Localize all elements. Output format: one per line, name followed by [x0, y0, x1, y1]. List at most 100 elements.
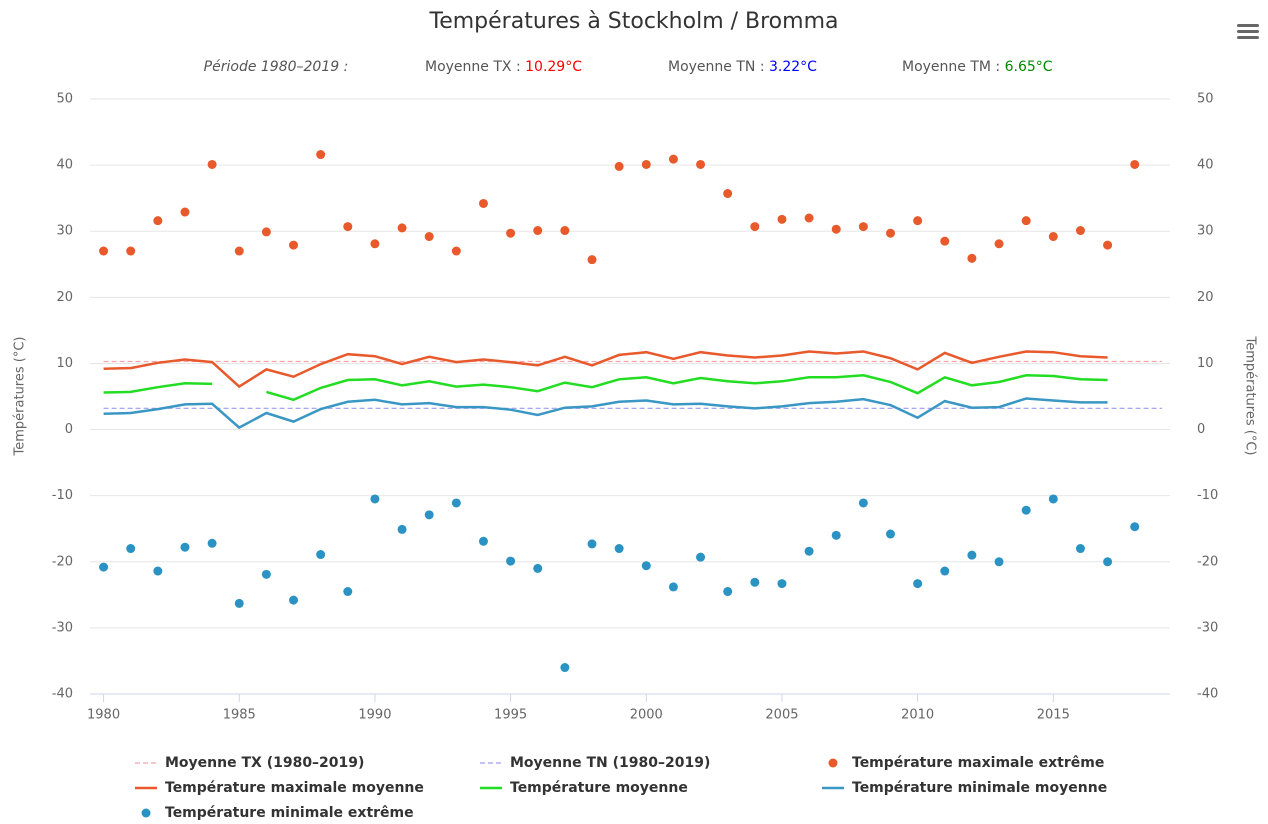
- subtitle-label: Moyenne TN :: [668, 59, 769, 75]
- y2-tick-label: 40: [1197, 158, 1214, 173]
- legend-item[interactable]: Température maximale moyenne: [135, 780, 424, 796]
- scatter-point: [858, 498, 868, 508]
- menu-bar: [1237, 24, 1259, 27]
- y-tick-label: 20: [56, 290, 73, 305]
- scatter-point: [316, 150, 326, 160]
- scatter-point: [560, 663, 570, 673]
- subtitle-value: 6.65°C: [1005, 59, 1053, 75]
- subtitle-value: 3.22°C: [769, 59, 817, 75]
- scatter-point: [723, 189, 733, 199]
- scatter-point: [858, 222, 868, 232]
- series-line: [103, 350, 1108, 389]
- legend-item[interactable]: Température minimale moyenne: [822, 780, 1107, 796]
- scatter-point: [180, 542, 190, 552]
- scatter-point: [886, 529, 896, 539]
- scatter-point: [668, 582, 678, 592]
- scatter-point: [153, 566, 163, 576]
- scatter-point: [397, 524, 407, 534]
- chart-title: Températures à Stockholm / Bromma: [429, 9, 839, 34]
- scatter-point: [533, 226, 543, 236]
- scatter-point: [1130, 159, 1140, 169]
- scatter-point: [126, 544, 136, 554]
- x-tick-label: 1980: [87, 708, 120, 723]
- subtitle-tn: Moyenne TN : 3.22°C: [668, 59, 817, 75]
- scatter-point: [641, 561, 651, 571]
- legend-label: Température maximale extrême: [852, 755, 1104, 771]
- subtitle-label: Moyenne TM :: [902, 59, 1005, 75]
- scatter-point: [750, 222, 760, 232]
- scatter-point: [1075, 226, 1085, 236]
- scatter-point: [234, 598, 244, 608]
- scatter-point: [723, 587, 733, 597]
- y2-tick-label: 20: [1197, 290, 1214, 305]
- scatter-point: [940, 566, 950, 576]
- scatter-point: [1048, 494, 1058, 504]
- legend-item[interactable]: Moyenne TX (1980–2019): [135, 755, 364, 771]
- scatter-point: [913, 216, 923, 226]
- legend-symbol: [141, 808, 151, 818]
- legend-label: Température minimale moyenne: [852, 780, 1107, 796]
- y-tick-label: 40: [56, 158, 73, 173]
- scatter-point: [668, 154, 678, 164]
- scatter-point: [831, 530, 841, 540]
- scatter-point: [451, 498, 461, 508]
- legend-symbol: [828, 758, 838, 768]
- scatter-point: [99, 246, 109, 256]
- scatter-point: [343, 222, 353, 232]
- scatter-point: [370, 494, 380, 504]
- legend-item[interactable]: Température moyenne: [480, 780, 688, 796]
- x-tick-label: 1995: [494, 708, 527, 723]
- scatter-point: [289, 595, 299, 605]
- subtitle-tx: Moyenne TX : 10.29°C: [425, 59, 582, 75]
- scatter-point: [207, 159, 217, 169]
- scatter-point: [804, 546, 814, 556]
- y2-tick-label: -20: [1197, 554, 1218, 569]
- legend-label: Moyenne TX (1980–2019): [165, 755, 364, 771]
- scatter-point: [614, 161, 624, 171]
- legend-label: Moyenne TN (1980–2019): [510, 755, 710, 771]
- legend-item[interactable]: Température minimale extrême: [141, 805, 414, 821]
- y2-tick-label: -40: [1197, 687, 1218, 702]
- scatter-point: [967, 253, 977, 263]
- y2-tick-label: 50: [1197, 92, 1214, 107]
- scatter-point: [343, 587, 353, 597]
- subtitle-label: Moyenne TX :: [425, 59, 525, 75]
- legend-label: Température moyenne: [510, 780, 688, 796]
- scatter-point: [424, 232, 434, 242]
- y2-tick-label: 10: [1197, 356, 1214, 371]
- y-tick-label: 30: [56, 224, 73, 239]
- subtitle-tm: Moyenne TM : 6.65°C: [902, 59, 1053, 75]
- scatter-point: [207, 538, 217, 548]
- scatter-point: [533, 563, 543, 573]
- scatter-point: [560, 226, 570, 236]
- x-tick-label: 1990: [358, 708, 391, 723]
- y-axis-title: Températures (°C): [13, 337, 28, 457]
- subtitle-value: 10.29°C: [525, 59, 582, 75]
- scatter-point: [451, 246, 461, 256]
- scatter-point: [316, 550, 326, 560]
- legend-item[interactable]: Température maximale extrême: [828, 755, 1105, 771]
- scatter-point: [180, 207, 190, 217]
- scatter-point: [750, 577, 760, 587]
- scatter-point: [967, 550, 977, 560]
- series-line: [103, 374, 1108, 402]
- scatter-point: [261, 569, 271, 579]
- legend-item[interactable]: Moyenne TN (1980–2019): [480, 755, 710, 771]
- scatter-point: [1075, 544, 1085, 554]
- scatter-point: [1103, 557, 1113, 567]
- scatter-point: [587, 539, 597, 549]
- scatter-point: [777, 579, 787, 589]
- scatter-point: [913, 579, 923, 589]
- scatter-point: [641, 159, 651, 169]
- scatter-point: [478, 536, 488, 546]
- scatter-point: [1021, 505, 1031, 515]
- scatter-point: [614, 544, 624, 554]
- scatter-point: [234, 246, 244, 256]
- scatter-point: [696, 552, 706, 562]
- scatter-point: [397, 223, 407, 233]
- scatter-point: [804, 213, 814, 223]
- menu-button[interactable]: [1237, 24, 1259, 39]
- scatter-point: [994, 557, 1004, 567]
- x-tick-label: 2010: [901, 708, 934, 723]
